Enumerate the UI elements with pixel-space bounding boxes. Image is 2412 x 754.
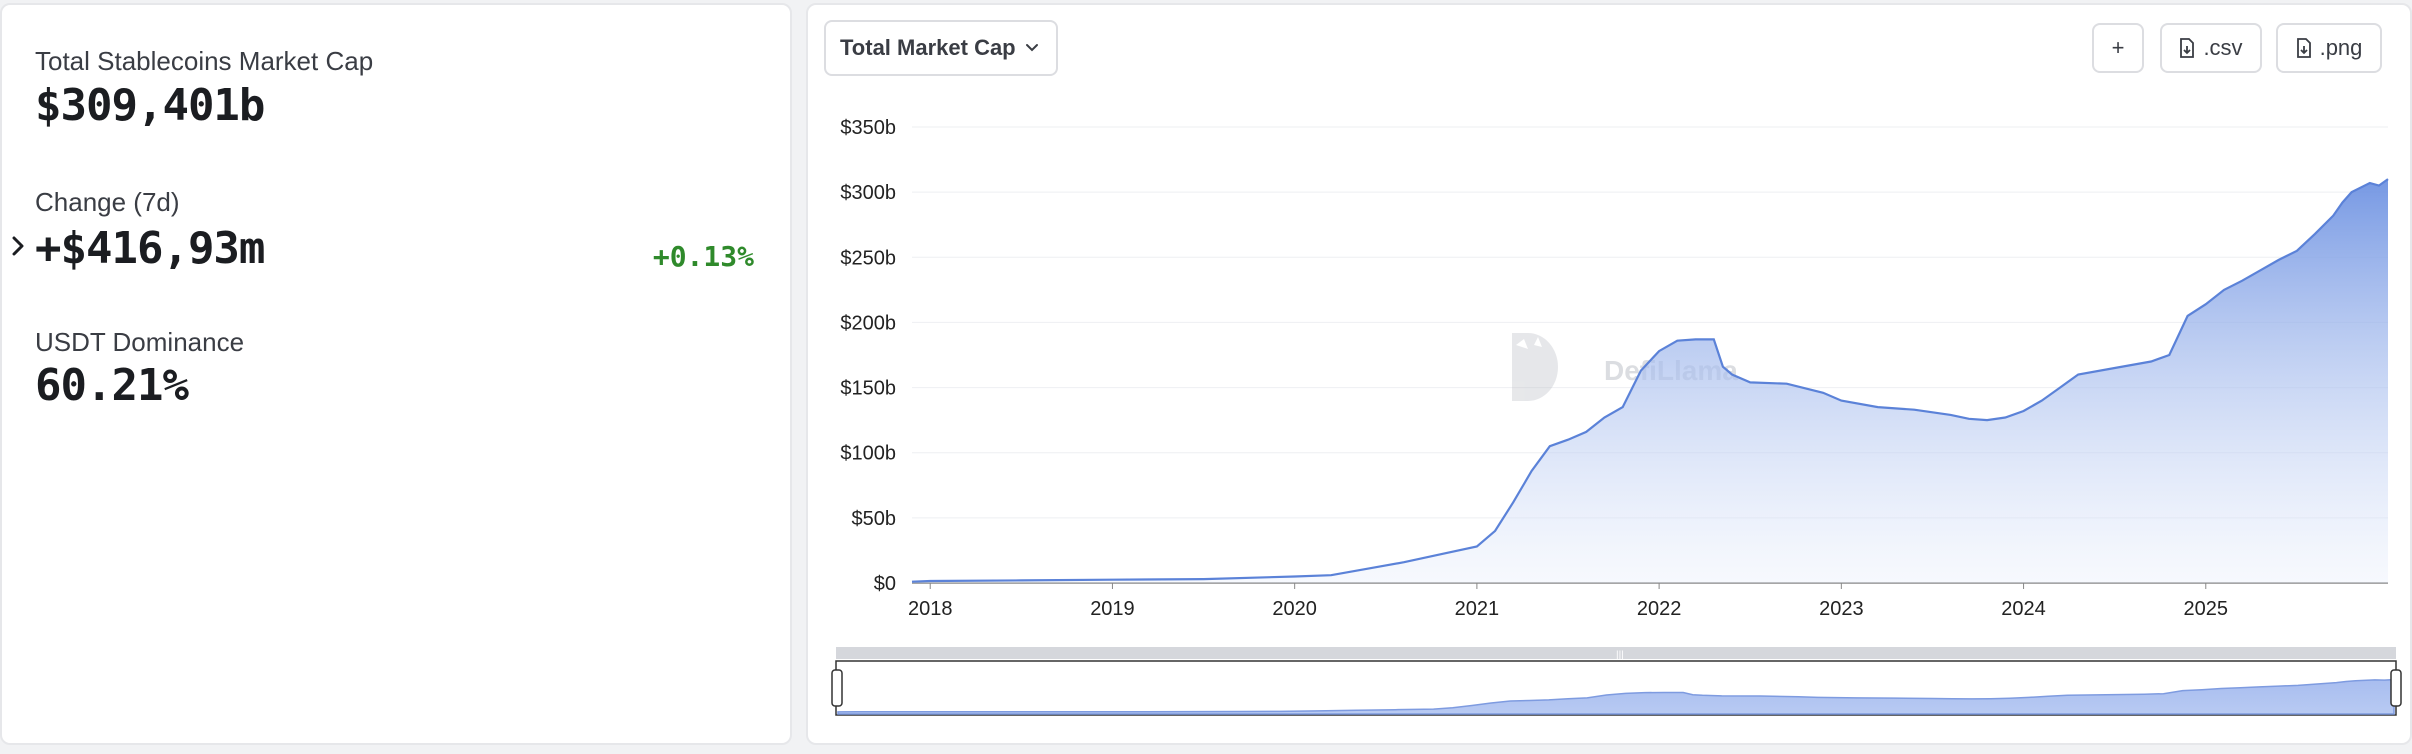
slider-preview-area xyxy=(837,678,2395,715)
add-button-label: + xyxy=(2111,35,2125,60)
x-tick-label: 2021 xyxy=(1455,598,1500,620)
dominance-value: 60.21% xyxy=(35,360,189,411)
png-label: .png xyxy=(2319,35,2363,60)
x-tick-label: 2024 xyxy=(2001,598,2046,620)
add-button[interactable]: + xyxy=(2092,23,2144,73)
market-cap-area xyxy=(912,179,2388,583)
download-png-button[interactable]: .png xyxy=(2276,23,2382,73)
x-tick-label: 2018 xyxy=(908,598,953,620)
slider-track[interactable] xyxy=(836,647,2396,659)
x-axis: 2018 2019 2020 2021 2022 2023 2024 2025 xyxy=(908,583,2228,620)
csv-label: .csv xyxy=(2203,35,2243,60)
y-axis: $0 $50b $100b $150b $200b $250b $300b $350b xyxy=(840,117,896,595)
slider-grip-icon[interactable]: ||| xyxy=(1616,650,1624,661)
y-tick-label: $300b xyxy=(840,182,896,204)
y-tick-label: $350b xyxy=(840,117,896,139)
slider-left-handle[interactable] xyxy=(831,669,843,707)
market-cap-line xyxy=(911,178,2389,583)
dominance-label: USDT Dominance xyxy=(35,327,245,357)
y-tick-label: $150b xyxy=(840,378,896,400)
market-cap-label: Total Stablecoins Market Cap xyxy=(35,46,374,76)
stats-panel: Total Stablecoins Market Cap $309,401b C… xyxy=(0,3,792,745)
metric-dropdown-label: Total Market Cap xyxy=(840,35,1016,60)
download-csv-button[interactable]: .csv xyxy=(2160,23,2262,73)
x-tick-label: 2025 xyxy=(2184,598,2229,620)
chevron-down-icon xyxy=(1026,44,1038,52)
chart-panel: Total Market Cap + .csv .png xyxy=(806,3,2412,745)
chevron-right-icon[interactable] xyxy=(8,236,28,256)
slider-right-handle[interactable] xyxy=(2390,669,2402,707)
metric-dropdown[interactable]: Total Market Cap xyxy=(824,20,1058,76)
y-tick-label: $100b xyxy=(840,443,896,465)
x-tick-label: 2020 xyxy=(1272,598,1317,620)
y-tick-label: $200b xyxy=(840,312,896,334)
x-tick-label: 2019 xyxy=(1090,598,1135,620)
change-label: Change (7d) xyxy=(35,187,180,217)
market-cap-chart[interactable]: $0 $50b $100b $150b $200b $250b $300b $350b 201… xyxy=(808,5,2410,743)
x-tick-label: 2022 xyxy=(1637,598,1682,620)
range-slider[interactable]: ||| xyxy=(831,647,2402,716)
x-tick-label: 2023 xyxy=(1819,598,1864,620)
change-value: +$416,93m xyxy=(35,223,265,274)
file-download-icon xyxy=(2296,38,2311,58)
y-tick-label: $50b xyxy=(852,508,897,530)
market-cap-value: $309,401b xyxy=(35,80,265,131)
file-download-icon xyxy=(2180,38,2195,58)
y-tick-label: $250b xyxy=(840,247,896,269)
change-percent: +0.13% xyxy=(652,240,754,273)
y-tick-label: $0 xyxy=(874,573,896,595)
